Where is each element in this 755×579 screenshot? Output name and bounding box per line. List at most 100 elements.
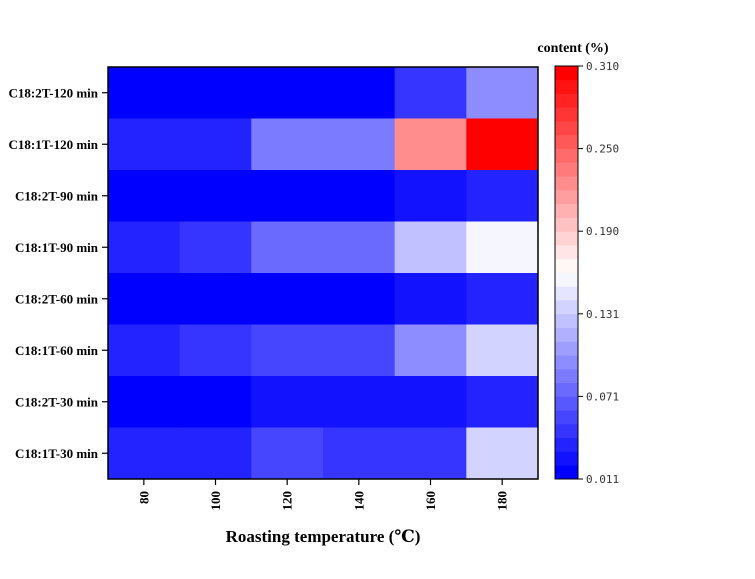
y-axis: C18:2T-120 min C18:1T-120 min C18:2T-90 mi…: [9, 85, 108, 461]
heatmap-cell: [251, 273, 324, 325]
colorbar-step: [555, 258, 578, 273]
heatmap-cell: [466, 67, 539, 119]
colorbar-step: [555, 203, 578, 218]
heatmap-cell: [251, 324, 324, 377]
y-tick-label: C18:1T-60 min: [15, 343, 99, 358]
heatmap-cell: [323, 221, 396, 274]
heatmap-cell: [323, 67, 396, 119]
colorbar-step: [555, 465, 578, 480]
colorbar-step: [555, 410, 578, 425]
y-tick-label: C18:1T-30 min: [15, 446, 99, 461]
heatmap-cell: [108, 221, 181, 274]
colorbar-tick-label: 0.011: [586, 473, 619, 486]
heatmap-cells: [108, 67, 539, 480]
x-tick-label: 140: [351, 491, 366, 511]
x-tick-label: 100: [208, 491, 223, 511]
colorbar-tick-label: 0.071: [586, 390, 619, 403]
y-tick-label: C18:1T-90 min: [15, 240, 99, 255]
heatmap-cell: [251, 118, 324, 171]
colorbar-step: [555, 272, 578, 287]
heatmap-cell: [323, 118, 396, 171]
heatmap-cell: [394, 170, 467, 222]
heatmap-cell: [108, 118, 181, 171]
colorbar-step: [555, 451, 578, 466]
heatmap-cell: [466, 376, 539, 428]
heatmap-cell: [179, 221, 252, 274]
colorbar: [555, 66, 578, 480]
y-tick-label: C18:2T-120 min: [9, 85, 99, 100]
heatmap-cell: [394, 273, 467, 325]
heatmap-cell: [466, 221, 539, 274]
colorbar-step: [555, 107, 578, 122]
heatmap-cell: [251, 170, 324, 222]
heatmap-cell: [394, 67, 467, 119]
heatmap-cell: [466, 273, 539, 325]
colorbar-step: [555, 231, 578, 246]
heatmap-cell: [108, 67, 181, 119]
x-axis: 80 100 120 140 160 180: [136, 479, 510, 511]
y-tick-label: C18:1T-120 min: [9, 137, 99, 152]
colorbar-title: content (%): [537, 41, 608, 56]
colorbar-frame: [554, 65, 579, 480]
colorbar-step: [555, 327, 578, 342]
colorbar-step: [555, 423, 578, 439]
colorbar-step: [555, 244, 578, 260]
heatmap-cell: [179, 324, 252, 377]
colorbar-step: [555, 162, 578, 177]
colorbar-step: [555, 93, 578, 108]
heatmap-cell: [394, 376, 467, 428]
y-tick-label: C18:2T-60 min: [15, 291, 99, 306]
heatmap-cell: [108, 273, 181, 325]
heatmap-cell: [179, 273, 252, 325]
heatmap-cell: [394, 324, 467, 377]
heatmap-frame: [107, 66, 539, 480]
heatmap-cell: [323, 273, 396, 325]
colorbar-ticks: 0.310 0.250 0.190 0.131 0.071 0.011: [578, 60, 619, 486]
heatmap-cell: [323, 427, 396, 480]
heatmap-cell: [466, 170, 539, 222]
colorbar-step: [555, 79, 578, 94]
y-tick-label: C18:2T-90 min: [15, 188, 99, 203]
colorbar-step: [555, 313, 578, 328]
colorbar-step: [555, 382, 578, 397]
heatmap-cell: [394, 118, 467, 171]
heatmap-cell: [323, 170, 396, 222]
colorbar-tick-label: 0.310: [586, 60, 619, 73]
heatmap-cell: [394, 221, 467, 274]
x-tick-label: 180: [495, 491, 510, 511]
heatmap-cell: [251, 221, 324, 274]
y-tick-label: C18:2T-30 min: [15, 394, 99, 409]
heatmap-cell: [179, 376, 252, 428]
colorbar-step: [555, 134, 578, 149]
heatmap-cell: [466, 324, 539, 377]
heatmap-cell: [179, 118, 252, 171]
colorbar-step: [555, 341, 578, 356]
colorbar-step: [555, 396, 578, 411]
colorbar-step: [555, 121, 578, 136]
x-tick-label: 80: [136, 491, 151, 504]
x-axis-title: Roasting temperature (℃): [226, 527, 421, 546]
x-tick-label: 120: [280, 491, 295, 511]
heatmap-cell: [466, 427, 539, 480]
heatmap-cell: [108, 427, 181, 480]
colorbar-tick-label: 0.131: [586, 308, 619, 321]
heatmap-cell: [108, 324, 181, 377]
heatmap-cell: [251, 376, 324, 428]
heatmap-cell: [179, 67, 252, 119]
heatmap-cell: [108, 376, 181, 428]
heatmap-cell: [179, 170, 252, 222]
heatmap-cell: [323, 324, 396, 377]
colorbar-step: [555, 176, 578, 191]
colorbar-tick-label: 0.250: [586, 143, 619, 156]
colorbar-step: [555, 286, 578, 301]
colorbar-step: [555, 368, 578, 384]
heatmap-cell: [323, 376, 396, 428]
colorbar-step: [555, 148, 578, 163]
heatmap-cell: [251, 427, 324, 480]
heatmap-cell: [394, 427, 467, 480]
heatmap-cell: [179, 427, 252, 480]
colorbar-step: [555, 66, 578, 81]
colorbar-step: [555, 300, 578, 315]
colorbar-step: [555, 217, 578, 232]
colorbar-step: [555, 437, 578, 452]
